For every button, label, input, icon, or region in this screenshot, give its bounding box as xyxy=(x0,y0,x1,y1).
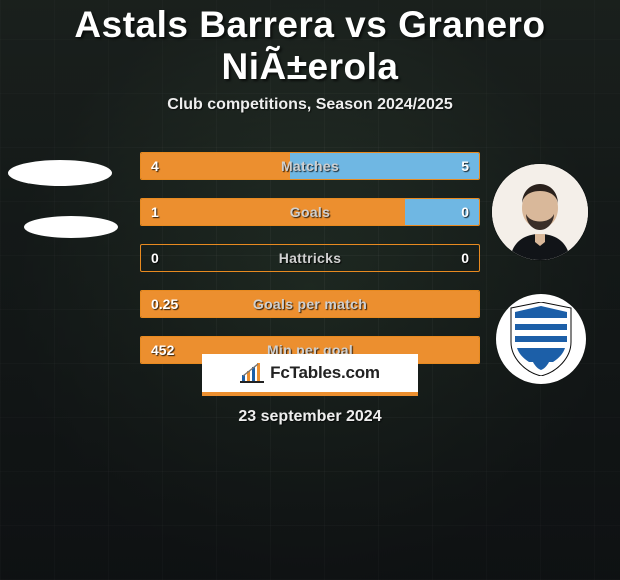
stat-label: Hattricks xyxy=(141,245,479,271)
player-right-photo xyxy=(492,164,588,260)
brand-chart-icon xyxy=(240,363,264,383)
brand-badge: FcTables.com xyxy=(202,354,418,396)
date-label: 23 september 2024 xyxy=(0,408,620,426)
stat-label: Matches xyxy=(141,153,479,179)
club-crest-icon xyxy=(509,302,573,376)
stat-row: 4Matches5 xyxy=(140,152,480,180)
brand-text: FcTables.com xyxy=(270,363,380,383)
player-left-avatar-2 xyxy=(24,216,118,238)
stat-value-right: 0 xyxy=(461,245,469,271)
stat-value-right: 0 xyxy=(461,199,469,225)
player-right-crest xyxy=(496,294,586,384)
page-subtitle: Club competitions, Season 2024/2025 xyxy=(0,96,620,114)
stat-label: Goals xyxy=(141,199,479,225)
player-left-avatar-1 xyxy=(8,160,112,186)
player-portrait-icon xyxy=(492,164,588,260)
stat-row: 0.25Goals per match xyxy=(140,290,480,318)
page-title: Astals Barrera vs Granero NiÃ±erola xyxy=(0,0,620,88)
comparison-card: Astals Barrera vs Granero NiÃ±erola Club… xyxy=(0,0,620,392)
stat-row: 0Hattricks0 xyxy=(140,244,480,272)
stat-value-right: 5 xyxy=(461,153,469,179)
stat-row: 1Goals0 xyxy=(140,198,480,226)
stat-label: Goals per match xyxy=(141,291,479,317)
